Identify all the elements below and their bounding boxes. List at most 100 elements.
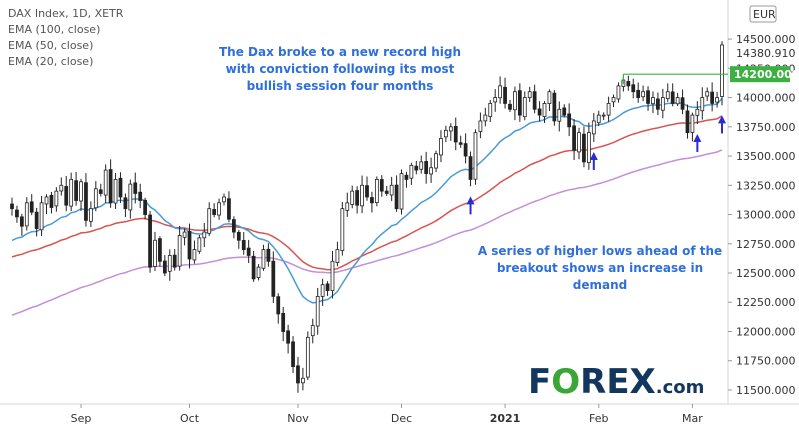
candle-body xyxy=(606,103,611,116)
y-tick-label: 13000.000 xyxy=(736,209,796,222)
candle-body xyxy=(374,179,379,203)
candle-body xyxy=(197,237,202,252)
candle-body xyxy=(172,254,177,268)
candle-body xyxy=(370,197,374,204)
candle-body xyxy=(236,231,241,241)
candle-body xyxy=(434,153,438,169)
x-tick-label: Feb xyxy=(589,412,608,425)
y-tick-label: 13250.000 xyxy=(736,179,796,192)
currency-badge xyxy=(749,5,777,23)
candle-body xyxy=(636,89,641,98)
candle-body xyxy=(39,202,44,231)
candle-body xyxy=(182,231,187,238)
candle-body xyxy=(15,209,19,218)
candle-body xyxy=(266,248,271,262)
x-tick-label: Mar xyxy=(682,412,703,425)
candle-body xyxy=(315,295,320,327)
candle-body xyxy=(261,249,266,269)
candle-body xyxy=(567,113,572,128)
candle-body xyxy=(301,377,305,384)
candle-body xyxy=(340,208,345,252)
candle-body xyxy=(493,97,498,103)
candle-body xyxy=(675,97,680,105)
candle-body xyxy=(98,189,103,194)
candle-body xyxy=(133,182,138,194)
candle-body xyxy=(251,255,256,280)
candle-body xyxy=(231,219,236,233)
candle-body xyxy=(108,169,113,204)
candle-body xyxy=(212,209,217,215)
candle-body xyxy=(74,180,78,201)
annotation-top-line-2: with conviction following its most xyxy=(225,62,455,76)
candle-body xyxy=(611,97,616,103)
logo-com: .com xyxy=(655,377,705,398)
candle-body xyxy=(64,186,69,206)
x-tick-label: Dec xyxy=(391,412,412,425)
ema-50-line xyxy=(11,115,723,271)
forex-logo: FOREX.com xyxy=(528,362,704,402)
candle-body xyxy=(720,44,724,97)
candle-body xyxy=(379,179,384,192)
candle-body xyxy=(113,179,118,204)
candle-body xyxy=(710,91,715,104)
candle-body xyxy=(187,230,192,260)
candle-body xyxy=(404,174,409,180)
candle-body xyxy=(286,330,290,344)
candle-body xyxy=(631,84,636,93)
logo-f: F xyxy=(528,362,552,402)
candle-body xyxy=(335,249,340,263)
candle-body xyxy=(601,114,606,117)
candle-body xyxy=(532,91,537,110)
candle-body xyxy=(350,190,355,205)
candle-body xyxy=(10,203,14,210)
candle-body xyxy=(103,169,108,196)
candle-body xyxy=(49,194,54,208)
candle-body xyxy=(158,238,162,262)
candle-body xyxy=(700,97,705,112)
x-tick-label: Nov xyxy=(287,412,309,425)
annotation-top-line-3: bullish session four months xyxy=(246,79,434,93)
candle-body xyxy=(586,132,591,164)
candle-body xyxy=(241,240,246,251)
candle-body xyxy=(192,249,197,261)
candle-body xyxy=(468,156,473,180)
candle-body xyxy=(522,97,527,118)
candle-body xyxy=(202,231,207,239)
candle-body xyxy=(167,255,172,272)
candle-body xyxy=(394,184,399,210)
y-tick-label: 12250.000 xyxy=(736,296,796,309)
candle-body xyxy=(227,198,231,220)
candle-body xyxy=(271,260,276,297)
candle-body xyxy=(498,85,503,99)
candle-body xyxy=(690,114,695,133)
candle-body xyxy=(513,91,517,111)
candle-body xyxy=(222,196,226,203)
candle-body xyxy=(153,239,157,267)
candle-body xyxy=(365,185,369,198)
legend-title: DAX Index, 1D, XETR xyxy=(8,7,124,20)
annotation-record-high: The Dax broke to a new record high with … xyxy=(205,44,475,95)
arrow-head xyxy=(718,115,726,124)
candle-body xyxy=(680,97,685,110)
level-badge xyxy=(730,66,790,83)
candle-body xyxy=(310,325,315,337)
candle-body xyxy=(463,143,468,157)
y-tick-label: 13750.000 xyxy=(736,121,796,134)
x-tick-label: Oct xyxy=(180,412,200,425)
candle-body xyxy=(409,165,414,179)
candle-body xyxy=(414,165,419,171)
ema-100-line xyxy=(11,149,723,316)
candle-body xyxy=(542,103,547,117)
candle-body xyxy=(69,179,74,207)
x-tick-label: 2021 xyxy=(490,412,521,425)
candle-body xyxy=(424,161,429,174)
candle-body xyxy=(537,108,542,116)
candle-body xyxy=(641,91,645,98)
candle-body xyxy=(123,197,128,210)
annotation-bottom-line-2: breakout shows an increase in demand xyxy=(496,261,704,292)
candle-body xyxy=(660,97,665,111)
x-tick-label: Sep xyxy=(71,412,92,425)
candle-body xyxy=(54,190,59,207)
candle-body xyxy=(24,202,29,227)
